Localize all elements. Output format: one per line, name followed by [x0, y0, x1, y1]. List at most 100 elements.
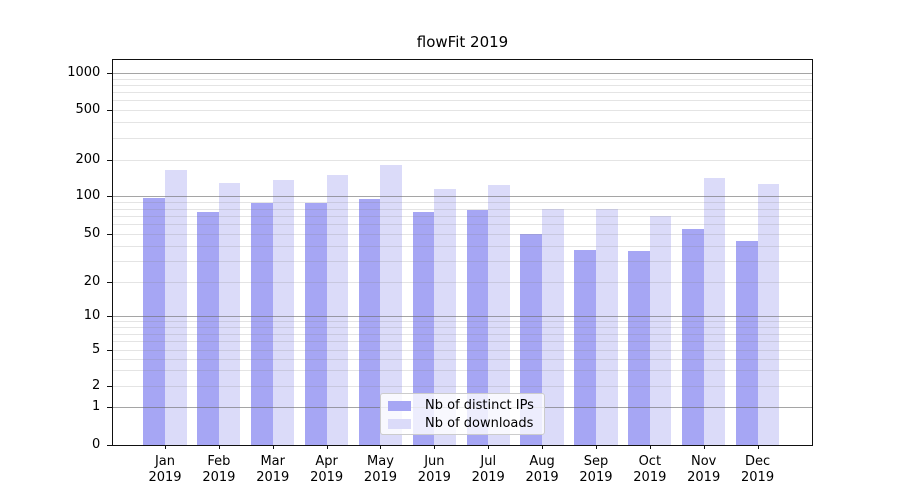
- gridline-minor-600: [113, 100, 812, 102]
- bar-nb-of-distinct-ips-apr: [305, 202, 327, 446]
- y-tick-mark-10: [107, 315, 113, 317]
- y-tick-mark-2: [107, 385, 113, 387]
- bar-nb-of-distinct-ips-dec: [735, 240, 758, 446]
- bar-nb-of-distinct-ips-feb: [197, 212, 219, 446]
- x-tick-mark-aug: [542, 445, 544, 450]
- x-tick-mark-apr: [326, 445, 328, 450]
- x-tick-mark-may: [380, 445, 382, 450]
- y-tick-label-5: 5: [92, 342, 101, 358]
- gridline-minor-80: [113, 208, 812, 210]
- x-tick-mark-feb: [218, 445, 220, 450]
- gridline-minor-50: [113, 234, 812, 236]
- gridline-minor-2: [113, 385, 812, 387]
- x-tick-label-nov: Nov 2019: [687, 453, 721, 485]
- x-tick-label-sep: Sep 2019: [579, 453, 613, 485]
- x-tick-mark-mar: [272, 445, 274, 450]
- gridline-minor-60: [113, 224, 812, 226]
- x-tick-label-dec: Dec 2019: [741, 453, 775, 485]
- gridline-minor-90: [113, 202, 812, 204]
- legend-label-nb-of-distinct-ips: Nb of distinct IPs: [425, 398, 534, 413]
- x-tick-mark-nov: [703, 445, 705, 450]
- bar-nb-of-downloads-dec: [757, 183, 780, 446]
- gridline-minor-700: [113, 92, 812, 94]
- gridline-minor-400: [113, 122, 812, 124]
- gridline-minor-7: [113, 333, 812, 335]
- x-tick-mark-jun: [434, 445, 436, 450]
- gridline-minor-300: [113, 138, 812, 140]
- y-tick-label-1000: 1000: [67, 65, 101, 81]
- y-tick-mark-500: [107, 110, 113, 111]
- bar-nb-of-downloads-jul: [488, 185, 510, 446]
- x-tick-label-feb: Feb 2019: [202, 453, 236, 485]
- x-tick-mark-sep: [595, 445, 597, 450]
- y-tick-label-50: 50: [83, 226, 101, 242]
- y-tick-mark-1000: [107, 73, 113, 75]
- x-tick-mark-dec: [757, 445, 759, 450]
- y-tick-mark-0: [107, 445, 113, 447]
- bar-nb-of-distinct-ips-jul: [466, 209, 489, 446]
- y-tick-label-0: 0: [92, 437, 101, 453]
- plot-area: [112, 59, 813, 447]
- y-tick-label-100: 100: [75, 188, 101, 204]
- legend-entry-nb-of-distinct-ips: Nb of distinct IPs: [381, 397, 544, 415]
- x-tick-mark-jul: [488, 445, 490, 450]
- y-tick-label-200: 200: [75, 152, 101, 168]
- bar-nb-of-distinct-ips-sep: [574, 249, 596, 446]
- gridline-minor-800: [113, 85, 812, 87]
- x-tick-label-may: May 2019: [363, 453, 398, 485]
- legend-label-nb-of-downloads: Nb of downloads: [425, 416, 534, 431]
- gridline-major-100: [113, 196, 812, 198]
- gridline-major-1000: [113, 73, 812, 75]
- gridline-minor-6: [113, 341, 812, 343]
- x-tick-label-jul: Jul 2019: [471, 453, 505, 485]
- gridline-minor-3: [113, 370, 812, 372]
- bar-nb-of-downloads-apr: [326, 174, 349, 446]
- bar-nb-of-downloads-feb: [218, 183, 241, 446]
- gridline-minor-30: [113, 260, 812, 262]
- x-tick-label-mar: Mar 2019: [256, 453, 290, 485]
- x-tick-mark-jan: [165, 445, 166, 450]
- gridline-minor-9: [113, 320, 812, 322]
- y-tick-mark-20: [107, 281, 113, 283]
- x-tick-label-jun: Jun 2019: [417, 453, 451, 485]
- y-tick-mark-5: [107, 350, 113, 352]
- x-tick-mark-oct: [649, 445, 651, 450]
- bar-nb-of-distinct-ips-oct: [628, 251, 650, 446]
- gridline-minor-900: [113, 78, 812, 80]
- bar-nb-of-distinct-ips-jun: [412, 212, 435, 446]
- x-tick-label-aug: Aug 2019: [525, 453, 559, 485]
- legend-entry-nb-of-downloads: Nb of downloads: [381, 415, 544, 433]
- bar-nb-of-downloads-aug: [542, 209, 564, 446]
- gridline-minor-20: [113, 281, 812, 283]
- bar-nb-of-downloads-nov: [703, 178, 726, 446]
- x-tick-label-jan: Jan 2019: [148, 453, 182, 485]
- bar-nb-of-downloads-jun: [434, 189, 456, 446]
- gridline-major-10: [113, 315, 812, 317]
- y-tick-label-10: 10: [83, 307, 101, 323]
- y-tick-mark-200: [107, 160, 113, 162]
- bar-nb-of-distinct-ips-nov: [682, 229, 704, 446]
- gridline-minor-70: [113, 215, 812, 217]
- y-tick-label-500: 500: [75, 102, 101, 117]
- bar-nb-of-downloads-mar: [272, 179, 295, 446]
- gridline-minor-8: [113, 326, 812, 328]
- bar-nb-of-distinct-ips-aug: [520, 234, 543, 446]
- y-tick-mark-50: [107, 234, 113, 236]
- y-tick-label-1: 1: [92, 399, 101, 415]
- y-tick-mark-100: [107, 196, 113, 198]
- bar-nb-of-downloads-jan: [164, 169, 187, 446]
- y-tick-label-2: 2: [92, 377, 101, 393]
- legend: Nb of distinct IPs Nb of downloads: [380, 393, 545, 435]
- bar-nb-of-downloads-oct: [649, 215, 672, 446]
- bar-nb-of-distinct-ips-may: [358, 198, 381, 446]
- gridline-minor-200: [113, 160, 812, 162]
- gridline-minor-40: [113, 245, 812, 247]
- legend-swatch-nb-of-downloads: [388, 419, 411, 429]
- bar-nb-of-downloads-may: [380, 165, 403, 446]
- bar-nb-of-downloads-sep: [595, 209, 618, 446]
- y-tick-label-20: 20: [83, 273, 101, 289]
- gridline-minor-500: [113, 110, 812, 111]
- x-tick-label-apr: Apr 2019: [310, 453, 344, 485]
- bar-nb-of-distinct-ips-mar: [251, 203, 273, 446]
